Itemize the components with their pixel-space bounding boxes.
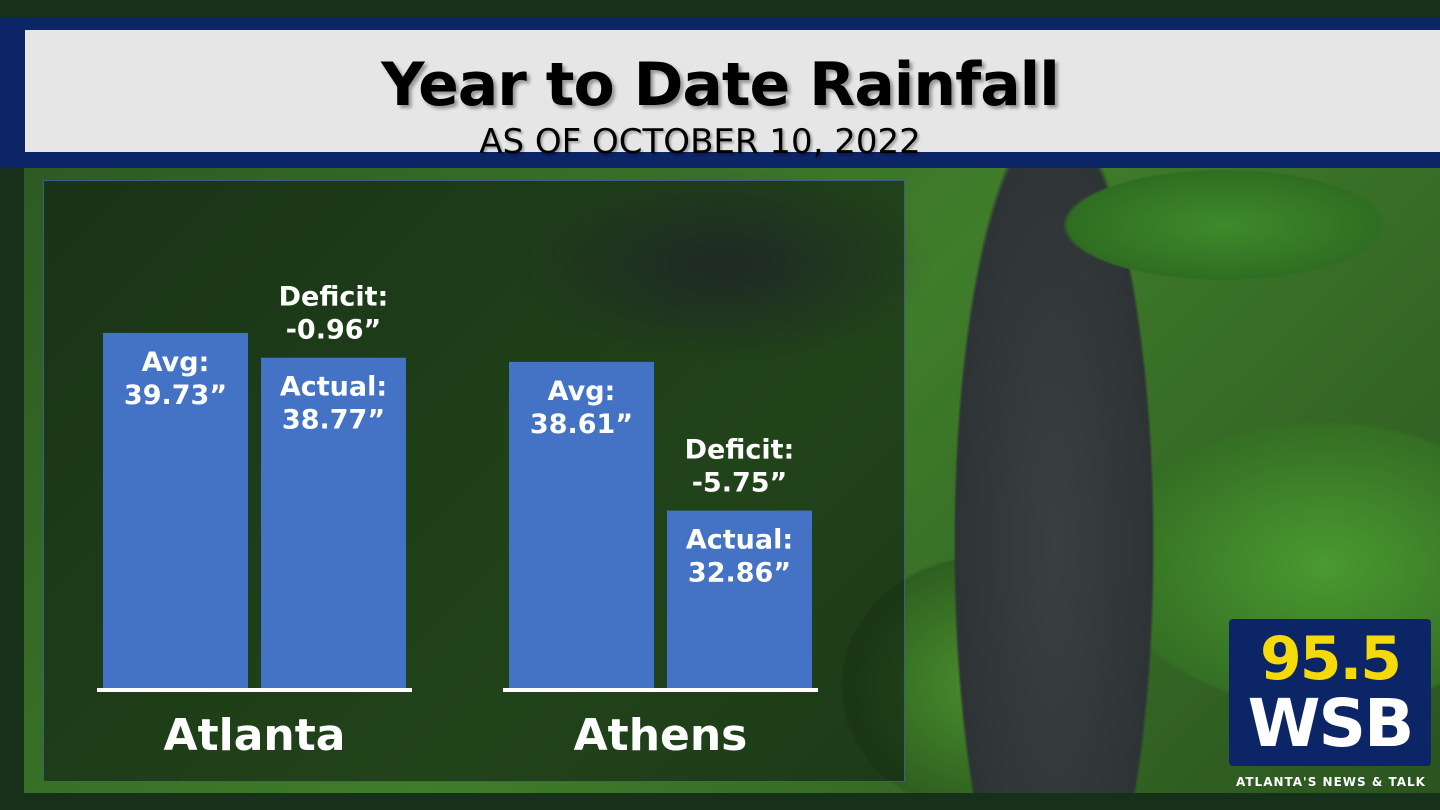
- bar-avg-atlanta: [103, 332, 248, 688]
- bar-label: Actual: 38.77”: [280, 372, 387, 436]
- chart-subtitle: AS OF OCTOBER 10, 2022: [479, 122, 921, 162]
- category-label-athens: Athens: [574, 710, 748, 761]
- category-label-atlanta: Atlanta: [164, 710, 346, 761]
- bar-label: Avg: 38.61”: [530, 376, 633, 440]
- wsb-logo: 95.5 WSB: [1229, 619, 1431, 766]
- bar-actual-athens: [667, 510, 812, 688]
- chart-title: Year to Date Rainfall: [381, 50, 1060, 120]
- logo-station: WSB: [1247, 685, 1415, 762]
- bar-label: Avg: 39.73”: [124, 347, 227, 411]
- logo-tagline: ATLANTA'S NEWS & TALK: [1236, 775, 1426, 789]
- title-box: Year to Date Rainfall AS OF OCTOBER 10, …: [25, 30, 1440, 162]
- title-band: Year to Date Rainfall AS OF OCTOBER 10, …: [0, 17, 1440, 168]
- bar-label: Actual: 32.86”: [686, 525, 793, 589]
- bar-avg-athens: [509, 361, 654, 688]
- logo-frequency: 95.5: [1259, 624, 1402, 694]
- bar-actual-atlanta: [261, 357, 406, 688]
- deficit-label: Deficit: -5.75”: [685, 435, 795, 499]
- deficit-label: Deficit: -0.96”: [279, 282, 389, 346]
